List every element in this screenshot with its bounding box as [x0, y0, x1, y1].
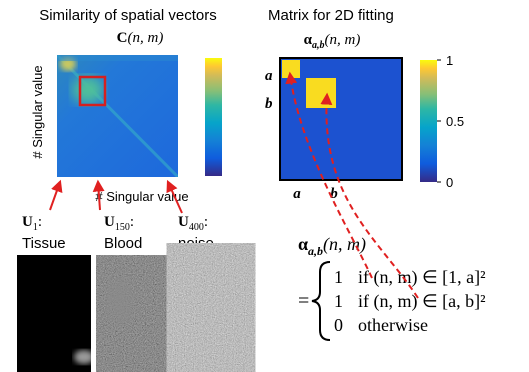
case-condition: if (n, m) ∈ [a, b]² [358, 291, 486, 312]
subscript: 150 [115, 222, 130, 233]
arrow [98, 182, 100, 210]
row-label: a [265, 68, 273, 84]
subscript: 400 [189, 222, 204, 233]
symbol: C [117, 30, 128, 46]
subscript: a,b [312, 40, 325, 51]
page: Similarity of spatial vectors C(n, m) # … [0, 0, 529, 372]
right-matrix-label: αa,b(n, m) [304, 32, 361, 51]
case-value: 1 [334, 267, 343, 287]
colorbar-tick-label: 0.5 [446, 114, 464, 129]
symbol: α [298, 234, 308, 254]
col-label: b [330, 186, 338, 202]
vector-symbol: U1: [22, 214, 42, 233]
left-title: Similarity of spatial vectors [39, 7, 217, 24]
blood-image [96, 255, 170, 372]
symbol: U [22, 214, 33, 230]
arrow [50, 182, 60, 210]
vector-label: Tissue [22, 235, 66, 252]
right-title: Matrix for 2D fitting [268, 7, 394, 24]
vector-symbol: U400: [178, 214, 208, 233]
subscript: a,b [308, 244, 323, 258]
eq-lhs: αa,b(n, m) [298, 234, 366, 258]
vector-label: Blood [104, 235, 142, 252]
case-condition: otherwise [358, 315, 428, 335]
colorbar [205, 58, 222, 176]
eq-equals: = [298, 290, 309, 312]
vector-label: noise [178, 235, 214, 252]
colorbar-tick-label: 1 [446, 53, 453, 68]
colorbar [420, 60, 437, 182]
col-label: a [293, 186, 301, 202]
noise-image [174, 255, 248, 372]
block-b [306, 78, 336, 108]
tissue-image [17, 255, 94, 372]
separator: : [38, 214, 42, 230]
colorbar-tick-label: 0 [446, 175, 453, 190]
symbol: U [104, 214, 115, 230]
vector-symbol: U150: [104, 214, 134, 233]
y-axis-label: # Singular value [30, 65, 45, 158]
symbol: U [178, 214, 189, 230]
args: (n, m) [323, 234, 366, 255]
separator: : [204, 214, 208, 230]
brace [312, 262, 330, 340]
figure: Similarity of spatial vectors C(n, m) # … [0, 0, 529, 372]
separator: : [130, 214, 134, 230]
row-label: b [265, 96, 273, 112]
left-matrix-label: C(n, m) [117, 30, 164, 46]
cases: 1 if (n, m) ∈ [1, a]² 1 if (n, m) ∈ [a, b]²… [334, 267, 486, 335]
args: (n, m) [128, 30, 164, 46]
case-value: 0 [334, 315, 343, 335]
case-value: 1 [334, 291, 343, 311]
args: (n, m) [325, 32, 361, 48]
similarity-heatmap [57, 55, 178, 177]
block-a [282, 60, 300, 78]
case-condition: if (n, m) ∈ [1, a]² [358, 267, 486, 288]
